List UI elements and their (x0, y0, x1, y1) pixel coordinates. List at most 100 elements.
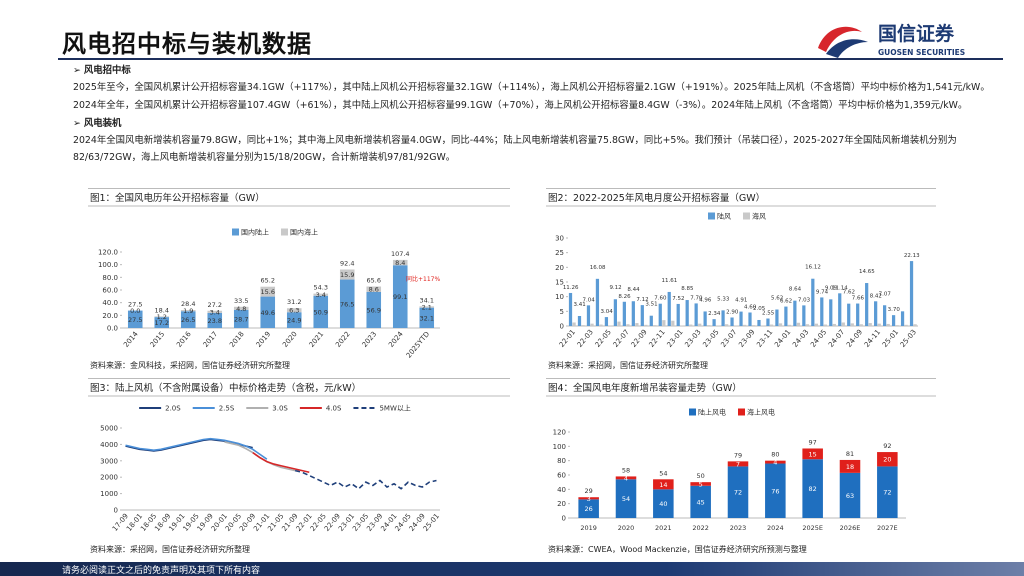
total-label: 92 (883, 442, 891, 450)
bar-segment (765, 460, 786, 464)
y-tick-label: 30 (555, 235, 564, 243)
value-label: 1.2 (157, 313, 167, 321)
bar-segment (127, 310, 143, 328)
x-tick-label: 2019 (580, 524, 597, 532)
x-tick-label: 2016 (175, 330, 193, 349)
value-label: 2.55 (762, 311, 775, 317)
value-label: 76 (771, 487, 779, 495)
x-tick-label: 2023 (361, 330, 379, 349)
value-label: 4.60 (744, 305, 757, 311)
bar (644, 324, 648, 326)
value-label: 3.4 (316, 291, 326, 299)
value-label: 3.04 (600, 309, 613, 315)
source: 资料来源：采招网，国信证券经济研究所整理 (548, 360, 708, 370)
value-label: 11.26 (563, 285, 579, 291)
bar-segment (690, 482, 711, 486)
bar (604, 317, 609, 326)
value-label: 4.91 (735, 298, 747, 304)
value-label: 3 (587, 495, 591, 503)
y-tick-label: 20 (557, 500, 566, 508)
bar (760, 325, 765, 326)
bar-segment (154, 317, 170, 328)
value-label: 7.62 (843, 290, 855, 296)
bar-segment (207, 312, 223, 328)
value-label: 8.4 (395, 259, 405, 267)
value-label: 6.62 (780, 299, 792, 305)
bar-segment (313, 293, 329, 296)
total-label: 54 (659, 469, 667, 477)
value-label: 5.33 (717, 296, 730, 302)
legend-label: 陆上风电 (698, 408, 726, 417)
total-label: 65.2 (261, 277, 275, 285)
bar (775, 309, 779, 326)
value-label: 11.61 (662, 278, 678, 284)
y-tick-label: 4000 (100, 441, 118, 449)
value-label: 7.04 (583, 297, 596, 303)
bar-segment (260, 286, 276, 297)
bar (599, 324, 603, 326)
value-label: 2.1 (422, 304, 432, 312)
y-tick-label: 80.0 (102, 274, 118, 282)
value-label: 8.6 (369, 286, 379, 294)
y-tick-label: 15 (555, 279, 564, 287)
bar-segment (180, 311, 196, 328)
x-tick-label: 2014 (122, 330, 140, 349)
chart-title: 图2：2022-2025年风电月度公开招标容量（GW） (548, 192, 765, 204)
bar (721, 310, 725, 326)
x-tick-label: 24-09 (845, 328, 864, 349)
logo-mark (826, 39, 868, 58)
bar (748, 312, 752, 326)
bar-segment (286, 308, 302, 313)
total-label: 79 (734, 451, 742, 459)
chart: 图3：陆上风机（不含附属设备）中标价格走势（含税，元/kW） 资料来源：采招网，国… (88, 378, 510, 554)
bar (769, 324, 774, 326)
bar-segment (154, 316, 170, 318)
line (125, 437, 268, 460)
value-label: 15.9 (340, 271, 354, 279)
total-label: 28.4 (181, 300, 195, 308)
x-tick-label: 2020 (281, 330, 299, 349)
line (252, 451, 310, 474)
bar-segment (366, 291, 382, 328)
bar-segment (839, 472, 861, 518)
bar (581, 325, 585, 326)
annotation: 同比+117% (406, 275, 440, 283)
total-label: 58 (622, 466, 630, 474)
bar-segment (578, 497, 599, 500)
bar-segment (207, 310, 223, 313)
bar (640, 305, 644, 326)
bar-segment (392, 265, 408, 328)
x-tick-label: 2017 (202, 330, 220, 349)
chart-title: 图1：全国风电历年公开招标容量（GW） (90, 192, 265, 204)
x-tick-label: 2021 (308, 330, 326, 349)
total-label: 18.4 (155, 306, 169, 314)
bar (793, 300, 797, 326)
slide-title: 风电招中标与装机数据 (62, 30, 312, 58)
value-label: 7.60 (654, 296, 667, 302)
x-tick-label: 22-01 (558, 328, 577, 349)
bar (877, 323, 881, 326)
value-label: 56.9 (367, 306, 381, 314)
footer: 请务必阅读正文之后的免责声明及其项下所有内容 (0, 562, 1024, 576)
x-tick-label: 23-09 (737, 328, 756, 349)
legend-label: 海上风电 (747, 408, 775, 417)
bar (811, 278, 815, 326)
bar (784, 306, 788, 326)
bar (838, 293, 842, 326)
value-label: 5 (699, 480, 703, 488)
total-label: 31.2 (287, 298, 301, 306)
value-label: 5.62 (771, 296, 783, 302)
value-label: 28.7 (234, 315, 248, 323)
bar (814, 323, 819, 326)
total-label: 50 (697, 472, 705, 480)
paragraph: 2025年至今，全国风机累计公开招标容量34.1GW（+117%），其中陆上风机… (73, 82, 990, 93)
value-label: 6.3 (289, 307, 299, 315)
bar (802, 305, 806, 326)
bar-segment (392, 259, 408, 266)
legend: 陆上风电 海上风电 (689, 408, 775, 417)
bar (734, 325, 738, 326)
bar-segment (339, 269, 355, 280)
legend-marker (738, 408, 745, 416)
bar (622, 301, 626, 326)
y-tick-label: 60 (557, 472, 566, 480)
